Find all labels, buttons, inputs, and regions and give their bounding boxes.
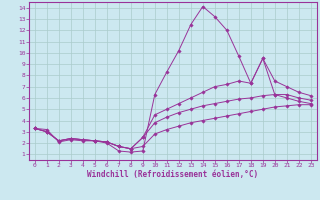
X-axis label: Windchill (Refroidissement éolien,°C): Windchill (Refroidissement éolien,°C) bbox=[87, 170, 258, 179]
